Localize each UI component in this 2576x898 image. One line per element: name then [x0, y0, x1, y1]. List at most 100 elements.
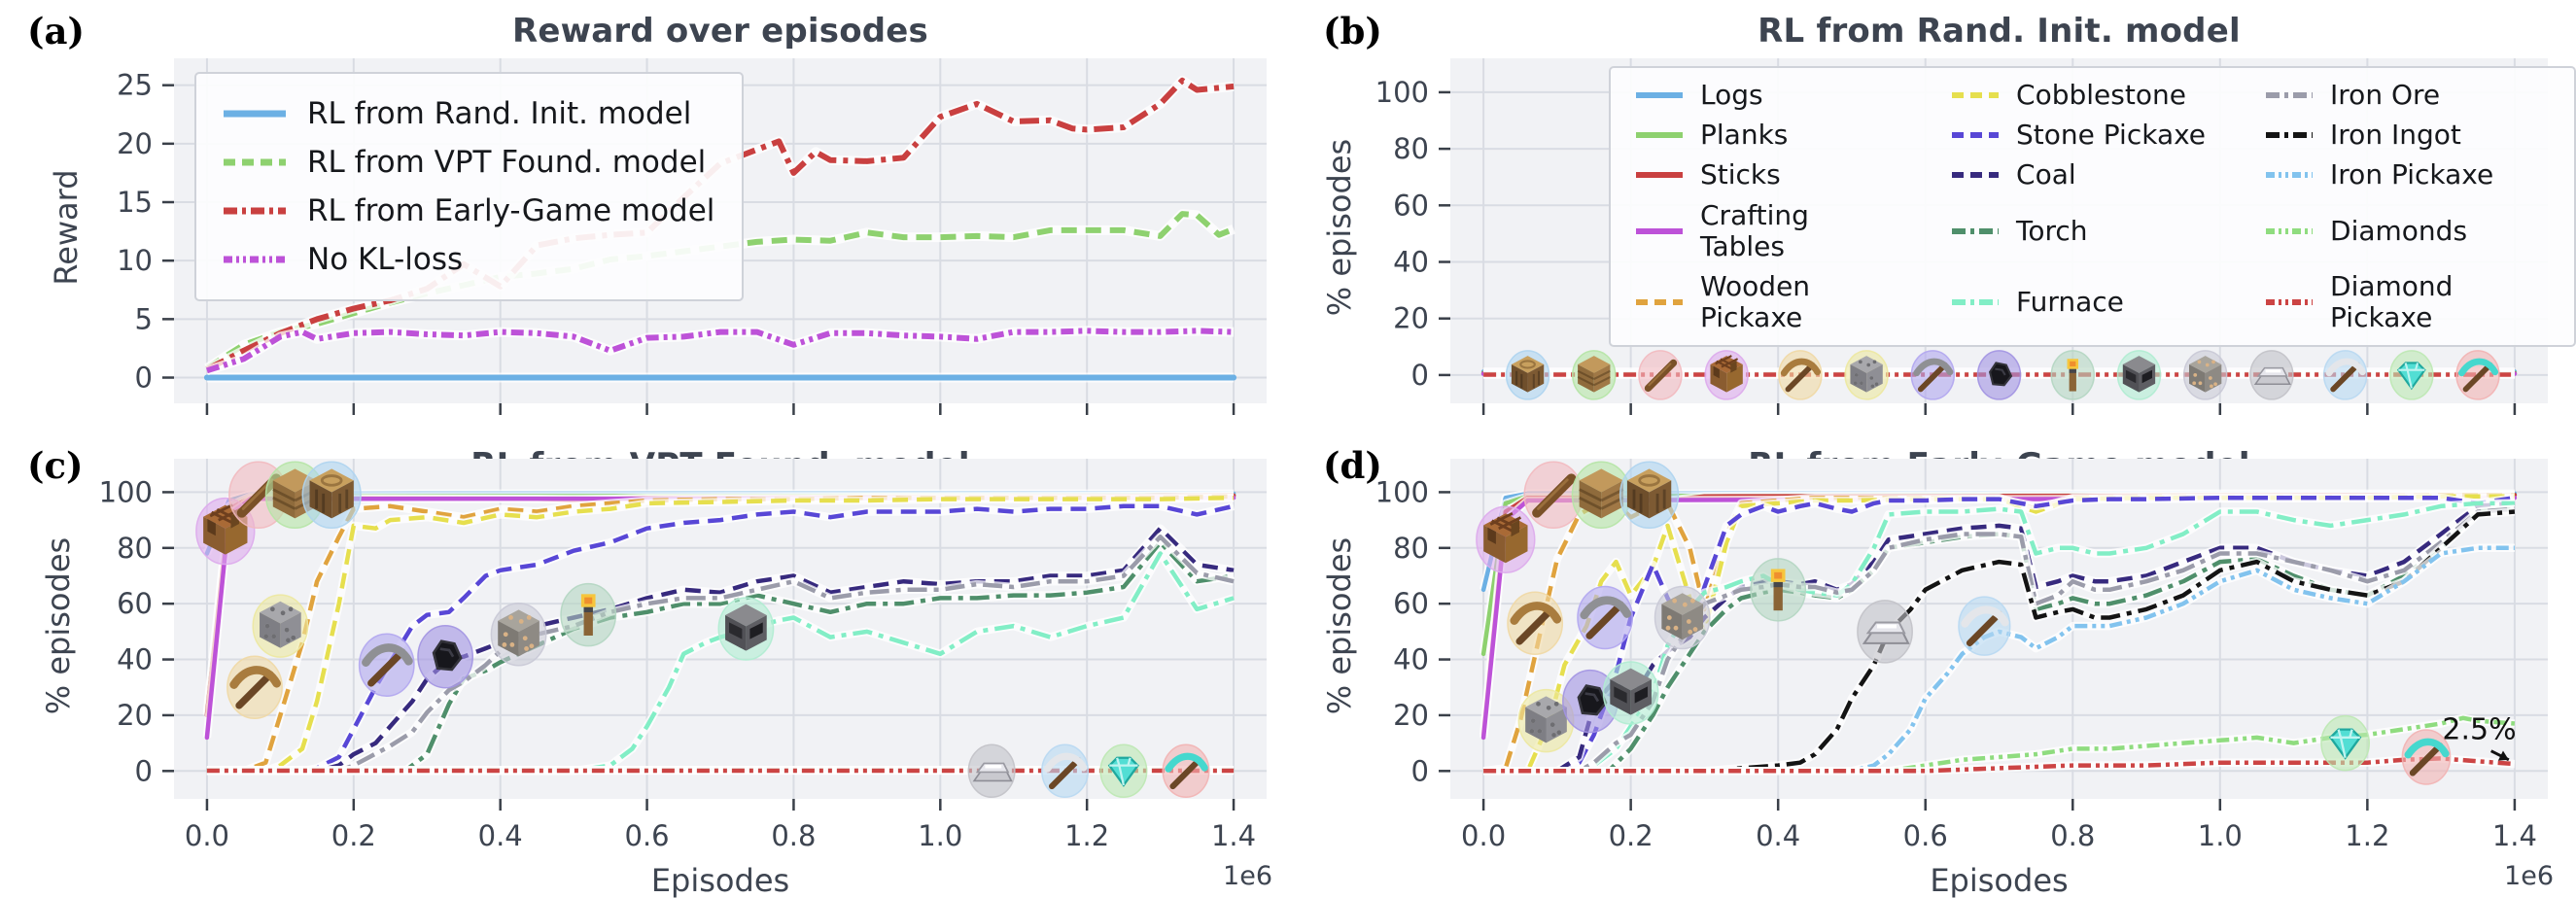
series-furnace [206, 551, 1235, 774]
legend-label: Logs [1700, 79, 1763, 111]
legend-line-sample [1636, 92, 1683, 99]
x-tick-label: 0.8 [771, 819, 816, 852]
axis-offset-label: 1e6 [1223, 861, 1272, 891]
y-tick-label: 80 [1393, 532, 1429, 565]
legend-line-sample [224, 256, 286, 263]
y-tick-label: 100 [1375, 76, 1429, 109]
x-tick-label: 0.0 [1461, 819, 1506, 852]
panel-a-letter: (a) [27, 10, 85, 52]
series-iron-pickaxe [1483, 545, 2515, 774]
annotation: 2.5% [2442, 712, 2517, 762]
icon-wooden-pickaxe [226, 655, 283, 719]
icon-iron-pickaxe [2322, 350, 2368, 400]
legend-entry-rl-early-game: RL from Early-Game model [224, 187, 714, 235]
y-tick-label: 40 [117, 643, 153, 676]
vpt-found-chart: 0.0 0.2 0.4 0.6 0.8 1.0 1.2 1.4 0 20 40 60 80 100 Epis… [99, 459, 1272, 898]
legend-entry-no-kl-loss: No KL-loss [224, 235, 714, 284]
panel-d: (d) RL from Early-Game model % episodes … [1288, 442, 2576, 898]
legend-entry-iron-ingot: Iron Ingot [2266, 119, 2549, 152]
icon-stone-pickaxe [358, 633, 415, 698]
x-tick-label: 0.4 [478, 819, 523, 852]
legend-entry-iron-ore: Iron Ore [2266, 79, 2549, 111]
icon-iron-ore [490, 602, 547, 667]
icon-stone-pickaxe [1577, 585, 1634, 650]
legend-label: Coal [2016, 158, 2076, 191]
legend-label: Iron Ingot [2330, 119, 2461, 152]
legend-line-sample [224, 158, 286, 166]
legend-label: RL from Rand. Init. model [307, 96, 692, 131]
axis-ticks: 0 20 40 60 80 100 [1375, 76, 2517, 415]
y-tick-label: 10 [117, 244, 153, 277]
legend-entry-diamonds: Diamonds [2266, 200, 2549, 262]
icon-iron-ingot [1857, 600, 1913, 664]
x-tick-label: 0.2 [1609, 819, 1654, 852]
icon-furnace [717, 597, 775, 661]
series-iron-ingot [1483, 509, 2516, 774]
panel-b-title: RL from Rand. Init. model [1758, 12, 2241, 51]
panel-b-letter: (b) [1323, 10, 1382, 52]
legend-label: Furnace [2016, 286, 2124, 319]
x-tick-label: 1.2 [2345, 819, 2389, 852]
legend-entry-cobblestone: Cobblestone [1952, 79, 2206, 111]
legend-label: Crafting Tables [1700, 198, 1809, 262]
legend-line-sample [1952, 132, 2000, 139]
series-cobblestone [1483, 494, 2515, 774]
axis-ticks: 0.0 0.2 0.4 0.6 0.8 1.0 1.2 1.4 0 20 40 60 80 100 [99, 475, 1256, 852]
y-tick-label: 20 [117, 699, 153, 732]
series-no-kl-loss [205, 328, 1235, 374]
legend-entry-rl-vpt-found: RL from VPT Found. model [224, 138, 714, 187]
y-tick-label: 0 [135, 362, 153, 395]
icon-torch [560, 582, 617, 647]
axis-offset-label: 1e6 [2504, 861, 2554, 891]
icon-iron-pickaxe [1041, 743, 1090, 799]
icon-coal [417, 624, 474, 689]
legend-entry-crafting-tables: Crafting Tables [1636, 198, 1892, 262]
legend-line-sample [1636, 132, 1683, 139]
y-tick-label: 60 [117, 587, 153, 620]
legend-label: Sticks [1700, 158, 1781, 191]
legend-entry-rl-rand-init: RL from Rand. Init. model [224, 89, 714, 138]
y-tick-label: 100 [99, 475, 153, 508]
legend-entry-wooden-pickaxe: Wooden Pickaxe [1636, 269, 1892, 334]
x-tick-label: 1.2 [1064, 819, 1109, 852]
legend-line-sample [1952, 92, 2000, 99]
legend-line-sample [224, 207, 286, 215]
icon-iron-ore [2182, 350, 2228, 400]
x-axis-label: Episodes [651, 862, 789, 898]
legend-entry-coal: Coal [1952, 159, 2206, 190]
icon-torch [2050, 350, 2096, 400]
legend-line-sample [2266, 227, 2314, 234]
panel-c-letter: (c) [27, 444, 84, 487]
legend-entry-torch: Torch [1952, 200, 2206, 262]
x-tick-label: 0.0 [185, 819, 229, 852]
legend-line-sample [2266, 132, 2314, 139]
annotation-text: 2.5% [2442, 712, 2516, 746]
legend-label: RL from VPT Found. model [307, 145, 707, 180]
y-tick-label: 20 [1393, 699, 1429, 732]
legend-line-sample [1952, 299, 2000, 306]
x-tick-label: 1.0 [918, 819, 962, 852]
legend-label: RL from Early-Game model [307, 193, 715, 228]
icon-stick [1523, 461, 1584, 530]
icon-furnace [1602, 661, 1659, 725]
y-tick-label: 40 [1393, 643, 1429, 676]
y-tick-label: 0 [1411, 359, 1429, 392]
legend-line-sample [1952, 227, 2000, 234]
icon-diamond [2389, 350, 2434, 400]
y-tick-label: 0 [1411, 754, 1429, 787]
legend-line-sample [2266, 92, 2314, 99]
icon-log [1505, 350, 1550, 400]
x-tick-label: 0.6 [1903, 819, 1948, 852]
legend-label: Stone Pickaxe [2016, 119, 2207, 152]
icon-diamond-pickaxe [2401, 729, 2452, 785]
panel-c-ylabel: % episodes [40, 536, 77, 715]
icon-iron-ore [1654, 585, 1711, 650]
legend-entry-planks: Planks [1636, 119, 1892, 151]
icon-torch [1750, 558, 1807, 622]
icon-diamond-pickaxe [2455, 350, 2500, 400]
legend-entry-logs: Logs [1636, 79, 1892, 111]
icon-diamond [2320, 714, 2371, 772]
y-tick-label: 20 [117, 127, 153, 160]
legend-label: Wooden Pickaxe [1700, 269, 1811, 334]
icon-crafting-table [1476, 505, 1536, 573]
